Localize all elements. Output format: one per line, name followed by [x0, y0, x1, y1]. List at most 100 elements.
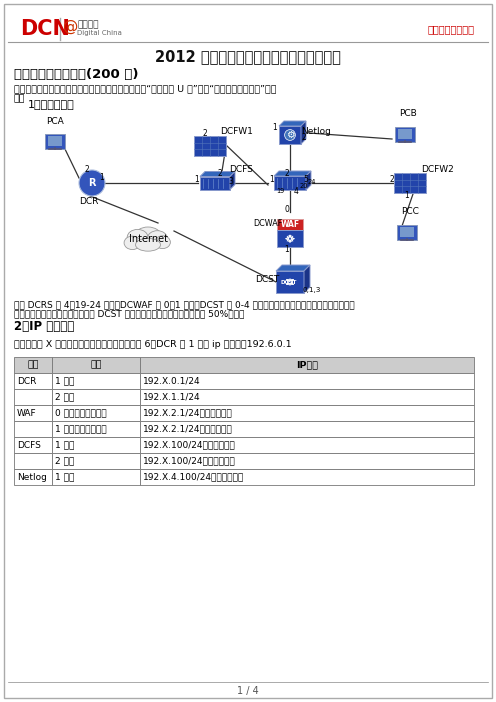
FancyBboxPatch shape — [52, 389, 140, 405]
Text: 1: 1 — [405, 190, 409, 199]
FancyBboxPatch shape — [14, 389, 52, 405]
Text: 1、拓扑结构图: 1、拓扑结构图 — [28, 99, 75, 109]
Text: 192.X.100/24（管理地址）: 192.X.100/24（管理地址） — [143, 440, 236, 449]
FancyBboxPatch shape — [200, 176, 230, 190]
Text: 1: 1 — [270, 176, 274, 185]
Text: IP地址: IP地址 — [296, 361, 318, 369]
FancyBboxPatch shape — [194, 136, 226, 156]
Text: 192.X.0.1/24: 192.X.0.1/24 — [143, 376, 200, 385]
Text: 2 接口: 2 接口 — [55, 392, 74, 402]
FancyBboxPatch shape — [276, 271, 304, 293]
Text: 192.X.1.1/24: 192.X.1.1/24 — [143, 392, 200, 402]
Text: 1: 1 — [100, 173, 104, 182]
Text: 2: 2 — [203, 128, 207, 138]
Text: 1 接口: 1 接口 — [55, 376, 74, 385]
Polygon shape — [274, 171, 311, 176]
FancyBboxPatch shape — [395, 126, 415, 142]
Text: －网络创造价值－: －网络创造价值－ — [428, 24, 475, 34]
FancyBboxPatch shape — [14, 373, 52, 389]
FancyBboxPatch shape — [52, 453, 140, 469]
Text: 接口: 接口 — [90, 361, 102, 369]
Text: 2012 辽宁省技能大赛高职组第二阶段赛题: 2012 辽宁省技能大赛高职组第二阶段赛题 — [155, 50, 341, 65]
Text: 20: 20 — [300, 183, 308, 189]
FancyBboxPatch shape — [4, 4, 492, 698]
FancyBboxPatch shape — [14, 421, 52, 437]
FancyBboxPatch shape — [140, 405, 474, 421]
FancyBboxPatch shape — [140, 389, 474, 405]
Text: R: R — [88, 178, 96, 188]
Text: 2: 2 — [85, 166, 89, 175]
Text: 设备: 设备 — [27, 361, 39, 369]
Text: 3: 3 — [229, 176, 234, 185]
Text: DCST: DCST — [255, 274, 279, 284]
Text: 2: 2 — [390, 176, 394, 185]
Text: DCN: DCN — [20, 19, 70, 39]
Text: （注意）第一部分提交所有设备配置文件，并存放到“提交专用 U 盘”中的“网络设备配置文件”目录: （注意）第一部分提交所有设备配置文件，并存放到“提交专用 U 盘”中的“网络设备… — [14, 84, 276, 93]
FancyBboxPatch shape — [277, 230, 303, 247]
Text: 1 接口: 1 接口 — [55, 440, 74, 449]
FancyBboxPatch shape — [277, 219, 303, 230]
Text: 1 / 4: 1 / 4 — [237, 686, 259, 696]
Text: DCWAF: DCWAF — [253, 218, 283, 227]
Text: 2 接口: 2 接口 — [55, 456, 74, 465]
Text: 192.X.4.100/24（管理地址）: 192.X.4.100/24（管理地址） — [143, 472, 244, 482]
FancyBboxPatch shape — [140, 357, 474, 373]
FancyBboxPatch shape — [140, 437, 474, 453]
FancyBboxPatch shape — [274, 176, 306, 190]
Text: 下）: 下） — [14, 94, 25, 103]
FancyBboxPatch shape — [400, 227, 414, 237]
Text: 1 接口: 1 接口 — [55, 472, 74, 482]
FancyBboxPatch shape — [52, 469, 140, 485]
FancyBboxPatch shape — [279, 126, 301, 144]
Text: 比赛途中不得其进行改动。不得使 DCST 重启、关机、断电，否则扣除考试 50%分値。: 比赛途中不得其进行改动。不得使 DCST 重启、关机、断电，否则扣除考试 50%… — [14, 309, 245, 318]
Text: Netlog: Netlog — [301, 128, 331, 136]
Polygon shape — [304, 265, 310, 293]
FancyBboxPatch shape — [398, 129, 412, 139]
Text: 0 接口（透明模式）: 0 接口（透明模式） — [55, 409, 107, 418]
Polygon shape — [200, 171, 235, 176]
FancyBboxPatch shape — [394, 173, 426, 193]
Text: 2: 2 — [218, 169, 222, 178]
Polygon shape — [306, 171, 311, 190]
Text: Netlog: Netlog — [17, 472, 47, 482]
FancyBboxPatch shape — [140, 469, 474, 485]
Text: 2: 2 — [285, 168, 289, 178]
Text: 1: 1 — [285, 246, 289, 255]
Text: 1: 1 — [273, 124, 277, 133]
Ellipse shape — [127, 230, 148, 246]
FancyBboxPatch shape — [52, 373, 140, 389]
Text: DCFS: DCFS — [229, 164, 253, 173]
FancyBboxPatch shape — [14, 405, 52, 421]
Text: DCFW1: DCFW1 — [221, 128, 253, 136]
Text: DCR: DCR — [17, 376, 36, 385]
Ellipse shape — [147, 231, 167, 246]
Text: DCFW2: DCFW2 — [422, 164, 454, 173]
Text: 神州数码: 神州数码 — [77, 20, 99, 29]
Text: 19: 19 — [276, 188, 284, 194]
Text: 0: 0 — [285, 206, 290, 215]
FancyBboxPatch shape — [52, 421, 140, 437]
Text: PCB: PCB — [399, 110, 417, 119]
Text: 2、IP 地址规划: 2、IP 地址规划 — [14, 321, 74, 333]
FancyBboxPatch shape — [52, 357, 140, 373]
Text: PCA: PCA — [46, 117, 64, 126]
Text: 2: 2 — [302, 133, 307, 143]
FancyBboxPatch shape — [14, 469, 52, 485]
Text: DCST: DCST — [281, 281, 297, 286]
FancyBboxPatch shape — [45, 133, 65, 149]
Text: 0,1,3: 0,1,3 — [303, 287, 321, 293]
FancyBboxPatch shape — [14, 357, 52, 373]
Ellipse shape — [135, 239, 161, 251]
FancyBboxPatch shape — [52, 405, 140, 421]
Text: PCC: PCC — [401, 208, 419, 216]
Text: 4: 4 — [294, 187, 299, 195]
Text: 地址表中的 X 代表本组组编号。如：一组编号为 6，DCR 的 1 接口 ip 地址为：192.6.0.1: 地址表中的 X 代表本组组编号。如：一组编号为 6，DCR 的 1 接口 ip … — [14, 340, 292, 349]
Ellipse shape — [135, 227, 161, 244]
Text: 图中 DCRS 的 4、19-24 接口；DCWAF 的 0、1 接口；DCST 的 0-4 接口已经连接完毕，不需要学生进行连接，: 图中 DCRS 的 4、19-24 接口；DCWAF 的 0、1 接口；DCST… — [14, 300, 355, 309]
Text: WAF: WAF — [280, 220, 300, 229]
FancyBboxPatch shape — [14, 437, 52, 453]
Text: Digital China: Digital China — [77, 30, 122, 36]
FancyBboxPatch shape — [48, 136, 62, 146]
Polygon shape — [279, 121, 306, 126]
FancyBboxPatch shape — [52, 437, 140, 453]
